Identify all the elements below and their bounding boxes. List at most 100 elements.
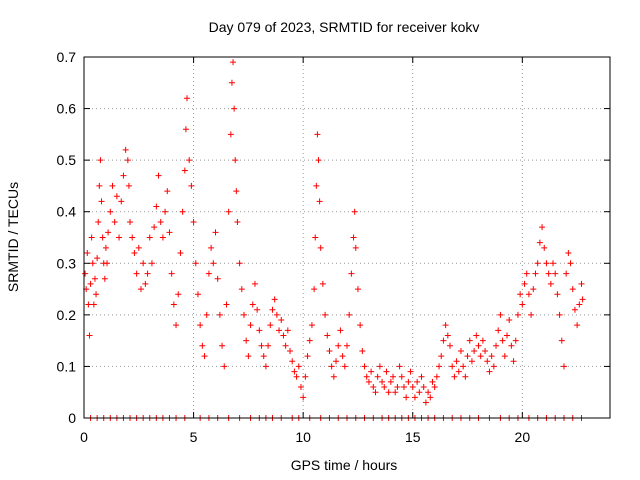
data-point	[335, 342, 342, 349]
data-point	[536, 239, 543, 246]
data-point	[240, 311, 247, 318]
data-point	[249, 301, 256, 308]
data-point	[420, 384, 427, 391]
data-point	[87, 280, 94, 287]
data-point	[449, 363, 456, 370]
data-point	[370, 384, 377, 391]
data-point	[477, 353, 484, 360]
data-point	[175, 291, 182, 298]
data-point	[236, 260, 243, 267]
data-point	[508, 342, 515, 349]
data-point	[530, 286, 537, 293]
y-axis-ticks: 0 0.1 0.2 0.3 0.4 0.5 0.6 0.7	[57, 49, 610, 426]
data-point	[497, 311, 504, 318]
data-point	[328, 363, 335, 370]
data-point	[186, 157, 193, 164]
data-point	[407, 368, 414, 375]
data-point	[148, 260, 155, 267]
data-point	[365, 378, 372, 385]
data-point	[576, 301, 583, 308]
data-point	[451, 373, 458, 380]
data-point	[99, 234, 106, 241]
data-point	[113, 193, 120, 200]
data-point	[471, 347, 478, 354]
data-point	[473, 332, 480, 339]
data-point	[324, 332, 331, 339]
data-point	[330, 373, 337, 380]
data-point	[140, 260, 147, 267]
data-point	[137, 286, 144, 293]
data-point	[484, 358, 491, 365]
data-point	[188, 182, 195, 189]
x-tick-label: 10	[295, 429, 311, 445]
data-point	[341, 363, 348, 370]
data-point	[94, 255, 101, 262]
data-point	[258, 342, 265, 349]
y-tick-label: 0.3	[57, 255, 77, 271]
data-point	[102, 244, 109, 251]
data-point	[84, 249, 91, 256]
data-point	[251, 280, 258, 287]
data-point	[101, 275, 108, 282]
data-point	[571, 306, 578, 313]
data-point	[233, 188, 240, 195]
data-point	[486, 368, 493, 375]
data-point	[231, 105, 238, 112]
x-tick-label: 20	[515, 429, 531, 445]
data-point	[289, 358, 296, 365]
data-point	[212, 229, 219, 236]
data-point	[490, 363, 497, 370]
data-point	[230, 59, 237, 66]
data-point	[503, 332, 510, 339]
data-point	[276, 327, 283, 334]
data-point	[273, 311, 280, 318]
data-point	[337, 327, 344, 334]
data-point	[510, 358, 517, 365]
data-point	[118, 198, 125, 205]
data-point	[488, 353, 495, 360]
data-point	[543, 260, 550, 267]
data-point	[457, 347, 464, 354]
data-point	[135, 244, 142, 251]
data-point	[422, 399, 429, 406]
data-point	[525, 291, 532, 298]
data-point	[396, 363, 403, 370]
data-point	[558, 337, 565, 344]
data-point	[436, 363, 443, 370]
data-point	[142, 280, 149, 287]
data-point	[105, 229, 112, 236]
data-point	[578, 280, 585, 287]
data-point	[411, 394, 418, 401]
data-point	[125, 182, 132, 189]
data-point	[499, 337, 506, 344]
data-point	[234, 219, 241, 226]
data-point	[170, 301, 177, 308]
data-point	[539, 224, 546, 231]
data-point	[523, 270, 530, 277]
data-point	[574, 322, 581, 329]
data-point	[493, 342, 500, 349]
data-point	[192, 260, 199, 267]
data-point	[425, 389, 432, 396]
data-point	[124, 157, 131, 164]
data-point	[418, 373, 425, 380]
data-point	[153, 203, 160, 210]
data-point	[300, 394, 307, 401]
y-tick-label: 0.6	[57, 101, 77, 117]
data-point	[313, 182, 320, 189]
data-point	[203, 311, 210, 318]
data-point	[442, 322, 449, 329]
data-point	[85, 301, 92, 308]
data-point	[164, 188, 171, 195]
data-point	[86, 332, 93, 339]
data-point	[280, 332, 287, 339]
data-point	[316, 198, 323, 205]
data-point	[166, 229, 173, 236]
y-tick-label: 0.7	[57, 49, 77, 65]
data-point	[444, 332, 451, 339]
data-point	[284, 327, 291, 334]
data-point	[390, 373, 397, 380]
data-point	[225, 208, 232, 215]
data-point	[517, 291, 524, 298]
grid-lines	[84, 57, 610, 418]
